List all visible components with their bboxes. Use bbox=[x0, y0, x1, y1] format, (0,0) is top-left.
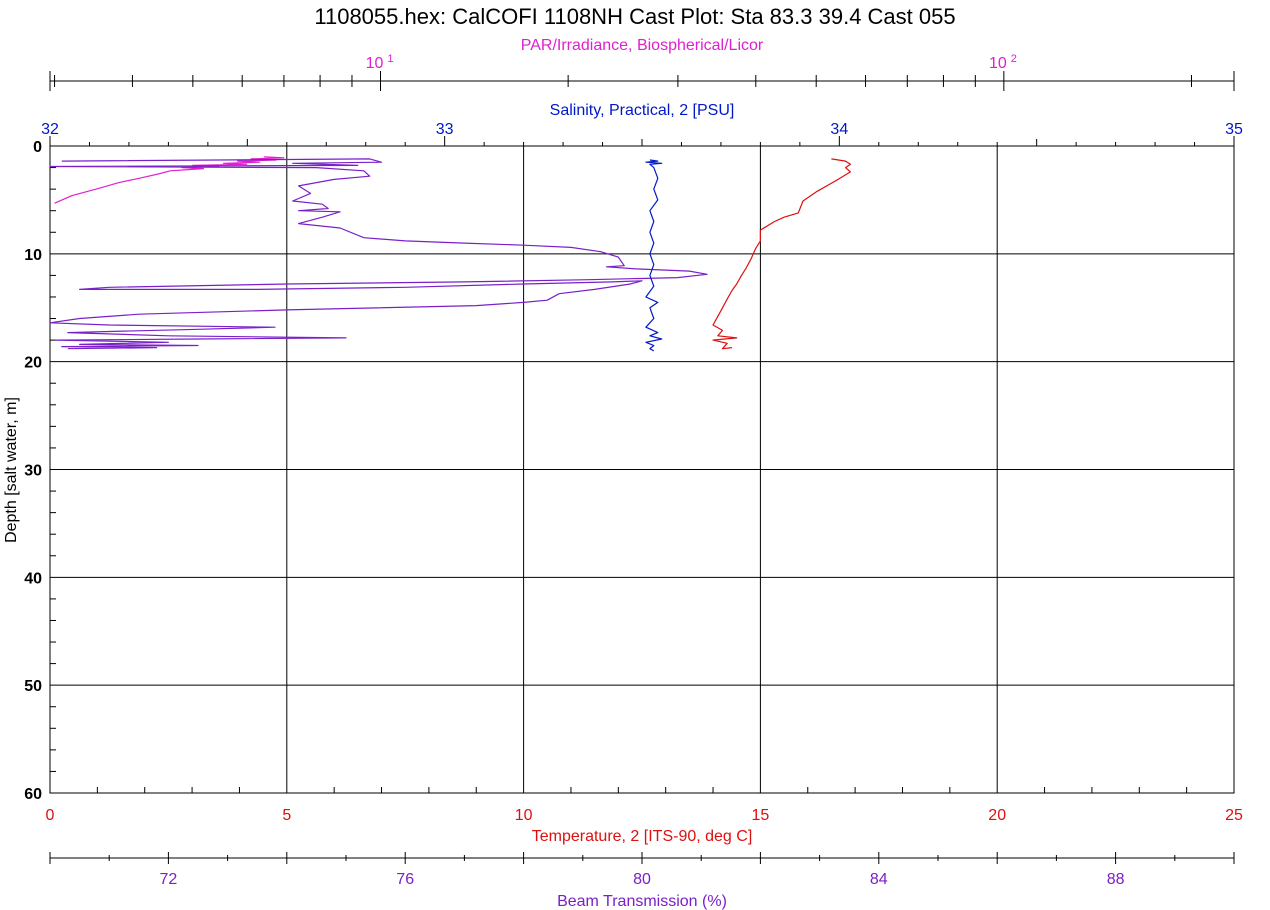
depth-axis-label: Depth [salt water, m] bbox=[3, 397, 20, 543]
transmission-tick-label: 72 bbox=[160, 871, 178, 888]
depth-tick-label: 40 bbox=[24, 570, 42, 587]
depth-tick-label: 0 bbox=[33, 139, 42, 156]
transmission-tick-label: 80 bbox=[633, 871, 651, 888]
bottom-axes: 0 5 10 15 20 25 72 76 80 84 88 bbox=[46, 787, 1243, 888]
transmission-series-line bbox=[49, 158, 708, 350]
transmission-axis-label: Beam Transmission (%) bbox=[557, 893, 727, 910]
par-series-line bbox=[54, 156, 285, 204]
temperature-tick-label: 25 bbox=[1225, 807, 1243, 824]
depth-tick-label: 50 bbox=[24, 678, 42, 695]
par-tick-exponent: 2 bbox=[1011, 53, 1017, 65]
salinity-tick-label: 35 bbox=[1225, 121, 1243, 138]
par-axis-label: PAR/Irradiance, Biospherical/Licor bbox=[521, 37, 764, 54]
depth-tick-label: 60 bbox=[24, 786, 42, 803]
salinity-axis-label: Salinity, Practical, 2 [PSU] bbox=[550, 102, 735, 119]
temperature-tick-label: 10 bbox=[515, 807, 533, 824]
temperature-tick-label: 15 bbox=[752, 807, 770, 824]
par-tick-label: 10 bbox=[989, 55, 1007, 72]
data-series bbox=[49, 156, 852, 352]
par-tick-label: 10 bbox=[366, 55, 384, 72]
y-axis: 0 10 20 30 40 50 60 bbox=[24, 139, 56, 803]
temperature-axis-label: Temperature, 2 [ITS-90, deg C] bbox=[532, 828, 753, 845]
salinity-tick-label: 34 bbox=[830, 121, 848, 138]
temperature-tick-label: 20 bbox=[988, 807, 1006, 824]
salinity-tick-label: 33 bbox=[436, 121, 454, 138]
temperature-series-line bbox=[712, 158, 852, 350]
plot-grid bbox=[49, 145, 1235, 794]
transmission-tick-label: 84 bbox=[870, 871, 888, 888]
chart-title: 1108055.hex: CalCOFI 1108NH Cast Plot: S… bbox=[314, 4, 955, 29]
depth-tick-label: 10 bbox=[24, 247, 42, 264]
salinity-series-line bbox=[645, 159, 663, 352]
temperature-tick-label: 5 bbox=[282, 807, 291, 824]
transmission-tick-label: 88 bbox=[1107, 871, 1125, 888]
depth-tick-label: 30 bbox=[24, 463, 42, 480]
par-tick-exponent: 1 bbox=[387, 53, 393, 65]
temperature-tick-label: 0 bbox=[46, 807, 55, 824]
salinity-tick-label: 32 bbox=[41, 121, 59, 138]
transmission-tick-label: 76 bbox=[396, 871, 414, 888]
top-axes: 10 1 10 232 33 34 35 bbox=[41, 53, 1243, 146]
depth-tick-label: 20 bbox=[24, 355, 42, 372]
